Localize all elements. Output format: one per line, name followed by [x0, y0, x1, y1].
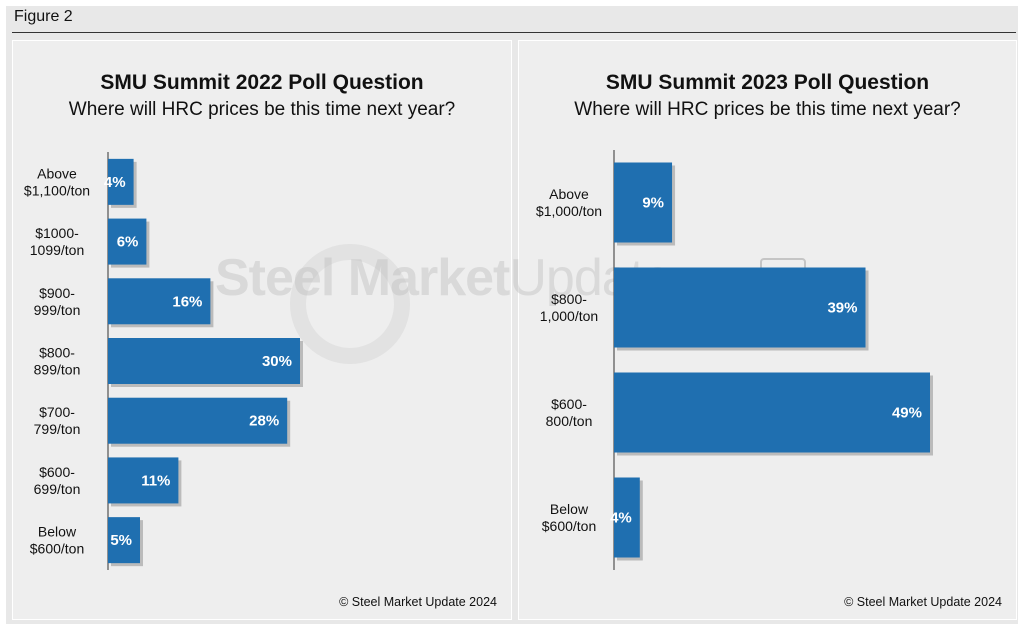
category-label: $1,100/ton — [24, 182, 90, 198]
chart-source: © Steel Market Update 2024 — [844, 595, 1002, 609]
bar-value-label: 9% — [642, 195, 664, 212]
chart-title: SMU Summit 2023 Poll Question — [605, 71, 930, 94]
bar — [108, 397, 288, 444]
bar — [108, 338, 300, 384]
bar-value-label: 39% — [827, 300, 857, 317]
category-label: $900- — [39, 285, 75, 301]
category-label: $800- — [551, 291, 587, 307]
bar — [108, 457, 179, 504]
bar-value-label: 4% — [610, 510, 632, 527]
category-label: $800- — [39, 345, 75, 361]
figure-rule — [12, 32, 1016, 33]
bar-value-label: 4% — [104, 174, 126, 191]
watermark-text: Steel MarketUpdate — [215, 248, 672, 308]
watermark-bold: Steel Market — [215, 249, 510, 307]
category-label: 999/ton — [34, 302, 81, 318]
bar — [108, 517, 140, 564]
bar-value-label: 16% — [172, 293, 202, 310]
category-label: $1,000/ton — [536, 203, 602, 219]
category-label: $600- — [551, 396, 587, 412]
category-label: $600- — [39, 464, 75, 480]
bar — [108, 278, 211, 325]
bar-value-label: 49% — [892, 405, 922, 422]
bar-value-label: 6% — [117, 234, 139, 251]
category-label: Below — [550, 501, 589, 517]
chart-subtitle: Where will HRC prices be this time next … — [574, 99, 961, 120]
bar-value-label: 5% — [110, 532, 132, 549]
bar-value-label: 28% — [249, 413, 279, 430]
category-label: 1099/ton — [30, 242, 85, 258]
bar-value-label: 30% — [262, 353, 292, 370]
category-label: $600/ton — [30, 541, 85, 557]
category-label: 699/ton — [34, 481, 81, 497]
bar — [108, 158, 134, 205]
category-label: 799/ton — [34, 421, 81, 437]
category-label: $700- — [39, 404, 75, 420]
category-label: 800/ton — [546, 413, 593, 429]
bar — [108, 218, 147, 265]
chart-panel-2022: SMU Summit 2022 Poll Question Where will… — [12, 40, 512, 620]
chart-subtitle: Where will HRC prices be this time next … — [68, 99, 456, 120]
category-label: Above — [549, 186, 589, 202]
category-label: 899/ton — [34, 362, 81, 378]
chart-source: © Steel Market Update 2024 — [339, 595, 497, 609]
bar-value-label: 11% — [141, 472, 170, 489]
bar — [614, 162, 673, 243]
figure-label: Figure 2 — [14, 8, 73, 25]
bar — [614, 477, 640, 558]
category-label: $1000- — [35, 225, 79, 241]
bar — [614, 267, 866, 348]
chart-title: SMU Summit 2022 Poll Question — [100, 71, 424, 94]
bar — [614, 372, 930, 453]
category-label: $600/ton — [542, 518, 597, 534]
category-label: Below — [38, 524, 77, 540]
category-label: Above — [37, 165, 77, 181]
category-label: 1,000/ton — [540, 308, 598, 324]
